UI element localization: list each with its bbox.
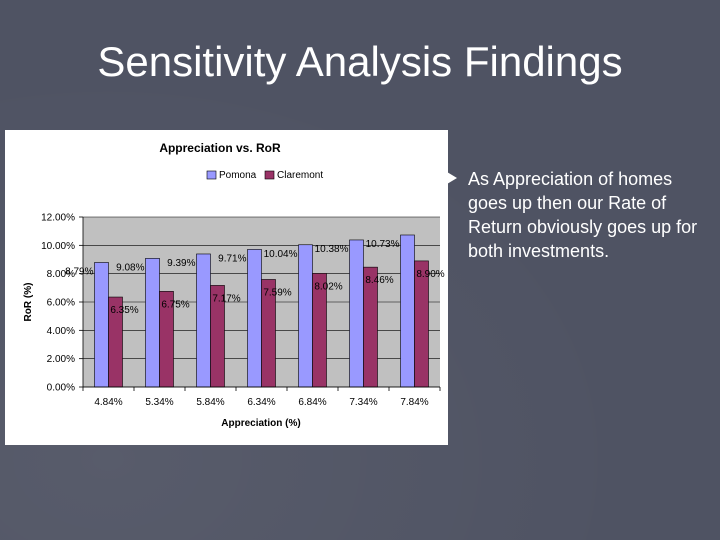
data-label-pomona: 9.39% xyxy=(167,258,195,269)
data-label-claremont: 8.46% xyxy=(365,275,393,286)
bar-pomona xyxy=(247,249,262,388)
x-tick-label: 7.34% xyxy=(349,397,377,408)
legend-label-claremont: Claremont xyxy=(277,170,323,181)
data-label-pomona: 9.71% xyxy=(218,253,246,264)
data-label-pomona: 8.79% xyxy=(65,266,93,277)
data-label-pomona: 10.73% xyxy=(366,239,400,250)
data-label-pomona: 10.04% xyxy=(264,249,298,260)
y-tick-label: 2.00% xyxy=(47,354,75,365)
y-tick-label: 12.00% xyxy=(41,213,75,224)
legend-label-pomona: Pomona xyxy=(219,170,257,181)
x-tick-label: 6.34% xyxy=(247,397,275,408)
bar-pomona xyxy=(298,244,313,388)
bar-pomona xyxy=(94,262,109,388)
slide-title: Sensitivity Analysis Findings xyxy=(97,38,623,85)
bullet-arrow-icon xyxy=(447,172,457,184)
y-tick-label: 0.00% xyxy=(47,383,75,394)
data-label-pomona: 9.08% xyxy=(116,262,144,273)
data-label-claremont: 8.90% xyxy=(416,269,444,280)
data-labels: 8.79% 6.35% 9.08% 6.75% 9.39% 7.17% 9.71% 7.59%… xyxy=(65,239,445,316)
y-tick-label: 6.00% xyxy=(47,298,75,309)
data-label-claremont: 8.02% xyxy=(314,281,342,292)
bar-pomona xyxy=(196,253,211,388)
y-tick-label: 10.00% xyxy=(41,241,75,252)
bar-pomona xyxy=(400,234,415,388)
x-tick-label: 5.84% xyxy=(196,397,224,408)
x-axis-title: Appreciation (%) xyxy=(221,418,300,429)
data-label-claremont: 7.59% xyxy=(263,287,291,298)
legend-swatch-claremont xyxy=(264,170,275,180)
data-label-pomona: 10.38% xyxy=(315,244,349,255)
chart-container: Appreciation vs. RoR Pomona Claremont 8.… xyxy=(5,130,448,445)
data-label-claremont: 7.17% xyxy=(212,293,240,304)
axes: 0.00% 2.00% 4.00% 6.00% 8.00% 10.00% 12.00% 4.8… xyxy=(41,213,441,408)
bars xyxy=(94,234,429,388)
chart-title: Appreciation vs. RoR xyxy=(159,141,281,155)
legend: Pomona Claremont xyxy=(206,170,323,181)
data-label-claremont: 6.75% xyxy=(161,299,189,310)
bar-pomona xyxy=(349,239,364,388)
slide-body-text: As Appreciation of homes goes up then ou… xyxy=(468,169,698,261)
y-axis-title: RoR (%) xyxy=(23,283,34,322)
x-tick-label: 7.84% xyxy=(400,397,428,408)
data-label-claremont: 6.35% xyxy=(110,305,138,316)
y-tick-label: 4.00% xyxy=(47,326,75,337)
x-tick-label: 5.34% xyxy=(145,397,173,408)
legend-swatch-pomona xyxy=(206,170,217,180)
chart: Appreciation vs. RoR Pomona Claremont 8.… xyxy=(23,141,445,429)
bar-pomona xyxy=(145,258,160,388)
y-tick-label: 8.00% xyxy=(47,269,75,280)
x-tick-label: 6.84% xyxy=(298,397,326,408)
x-tick-label: 4.84% xyxy=(94,397,122,408)
